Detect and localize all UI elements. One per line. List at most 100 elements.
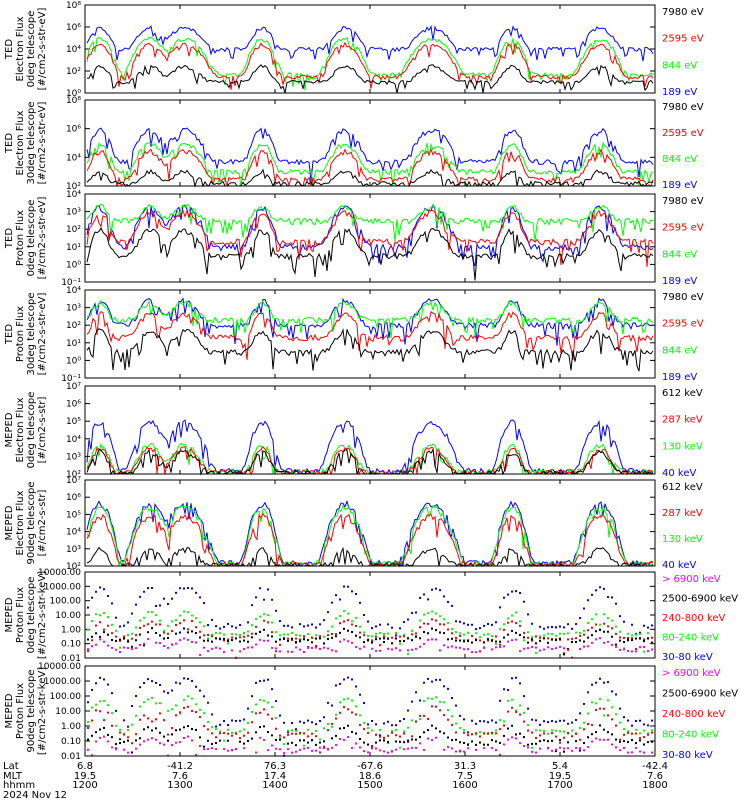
series-magenta-point xyxy=(139,644,141,647)
series-magenta-point xyxy=(155,738,157,741)
series-blue-point xyxy=(607,681,609,684)
series-blue-point xyxy=(303,625,305,628)
series-black-point xyxy=(207,739,209,742)
series-magenta-point xyxy=(587,746,589,749)
series-magenta-point xyxy=(615,746,617,749)
series-black-point xyxy=(331,737,333,740)
series-blue-point xyxy=(471,719,473,722)
series-blue-point xyxy=(431,680,433,683)
series-green-point xyxy=(363,721,365,724)
series-magenta-point xyxy=(443,644,445,647)
series-green-point xyxy=(515,611,517,614)
series-green-point xyxy=(427,697,429,700)
series-black-point xyxy=(151,627,153,630)
series-black-point xyxy=(179,631,181,634)
series-magenta-point xyxy=(403,748,405,751)
series-black-point xyxy=(131,645,133,648)
series-magenta-point xyxy=(227,749,229,752)
series-green-point xyxy=(343,698,345,701)
series-blue-point xyxy=(295,728,297,731)
series-blue-point xyxy=(519,682,521,685)
series-magenta-point xyxy=(199,653,201,656)
series-magenta-point xyxy=(343,638,345,641)
series-green-point xyxy=(399,642,401,645)
series-red-point xyxy=(535,635,537,638)
series-black-point xyxy=(227,640,229,643)
series-green-point xyxy=(91,706,93,709)
series-magenta-point xyxy=(323,646,325,649)
series-blue-point xyxy=(607,596,609,599)
series-magenta-point xyxy=(551,647,553,650)
x-tick-lat: -41.2 xyxy=(167,761,193,772)
series-blue-point xyxy=(551,720,553,723)
x-axis-row-label: MLT xyxy=(3,771,23,782)
series-blue-point xyxy=(299,720,301,723)
panel-ylabel: 0deg telescope xyxy=(26,11,37,88)
series-blue-point xyxy=(595,681,597,684)
series-blue-point xyxy=(475,628,477,631)
series-green-point xyxy=(551,633,553,636)
series-green-point xyxy=(135,714,137,717)
series-magenta-point xyxy=(411,746,413,749)
series-red-point xyxy=(207,728,209,731)
series-blue-point xyxy=(511,677,513,680)
series-black-point xyxy=(323,642,325,645)
panel-ylabel: MEPED xyxy=(4,412,15,447)
legend-entry: 240-800 keV xyxy=(662,709,726,720)
series-magenta-point xyxy=(631,751,633,754)
series-black-point xyxy=(511,724,513,727)
panel-ylabel: 90deg telescope xyxy=(26,481,37,564)
series-magenta-point xyxy=(363,750,365,753)
series-blue-point xyxy=(643,723,645,726)
series-red-point xyxy=(303,635,305,638)
series-red-point xyxy=(455,636,457,639)
series-magenta-point xyxy=(267,639,269,642)
series-magenta-point xyxy=(651,751,653,754)
y-tick-label: 10⁶ xyxy=(66,400,81,410)
series-black-point xyxy=(239,740,241,743)
series-black-point xyxy=(259,726,261,729)
series-red-point xyxy=(395,634,397,637)
legend-entry: 2595 eV xyxy=(662,223,704,234)
series-green-point xyxy=(587,712,589,715)
series-black-point xyxy=(187,725,189,728)
series-green-point xyxy=(399,746,401,749)
series-magenta-point xyxy=(267,749,269,752)
series-red-point xyxy=(591,723,593,726)
series-red-point xyxy=(327,729,329,732)
series-green-point xyxy=(131,723,133,726)
series-magenta-point xyxy=(231,649,233,652)
series-green-point xyxy=(447,709,449,712)
series-magenta-point xyxy=(103,640,105,643)
series-black-point xyxy=(619,639,621,642)
series-black-point xyxy=(167,739,169,742)
series-green-point xyxy=(291,631,293,634)
series-green-point xyxy=(183,698,185,701)
series-green-point xyxy=(239,730,241,733)
series-red-point xyxy=(367,731,369,734)
series-magenta-point xyxy=(215,748,217,751)
series-magenta-point xyxy=(615,645,617,648)
series-magenta-point xyxy=(167,646,169,649)
y-tick-label: 1000.00 xyxy=(44,677,81,687)
series-green-point xyxy=(511,614,513,617)
series-black-point xyxy=(123,740,125,743)
series-blue-point xyxy=(215,625,217,628)
series-blue-point xyxy=(631,623,633,626)
series-magenta-point xyxy=(359,647,361,650)
series-blue-point xyxy=(399,627,401,630)
series-blue-point xyxy=(651,624,653,627)
series-black-point xyxy=(615,738,617,741)
y-tick-label: 10⁶ xyxy=(66,125,81,135)
series-green-point xyxy=(131,632,133,635)
series-black-point xyxy=(447,638,449,641)
series-blue-point xyxy=(139,686,141,689)
series-green-point xyxy=(467,631,469,634)
series-red-point xyxy=(407,740,409,743)
series-green-point xyxy=(491,635,493,638)
series-red-point xyxy=(91,639,93,642)
series-black-point xyxy=(611,733,613,736)
series-magenta-point xyxy=(539,649,541,652)
series-green-point xyxy=(151,611,153,614)
series-black-point xyxy=(159,731,161,734)
